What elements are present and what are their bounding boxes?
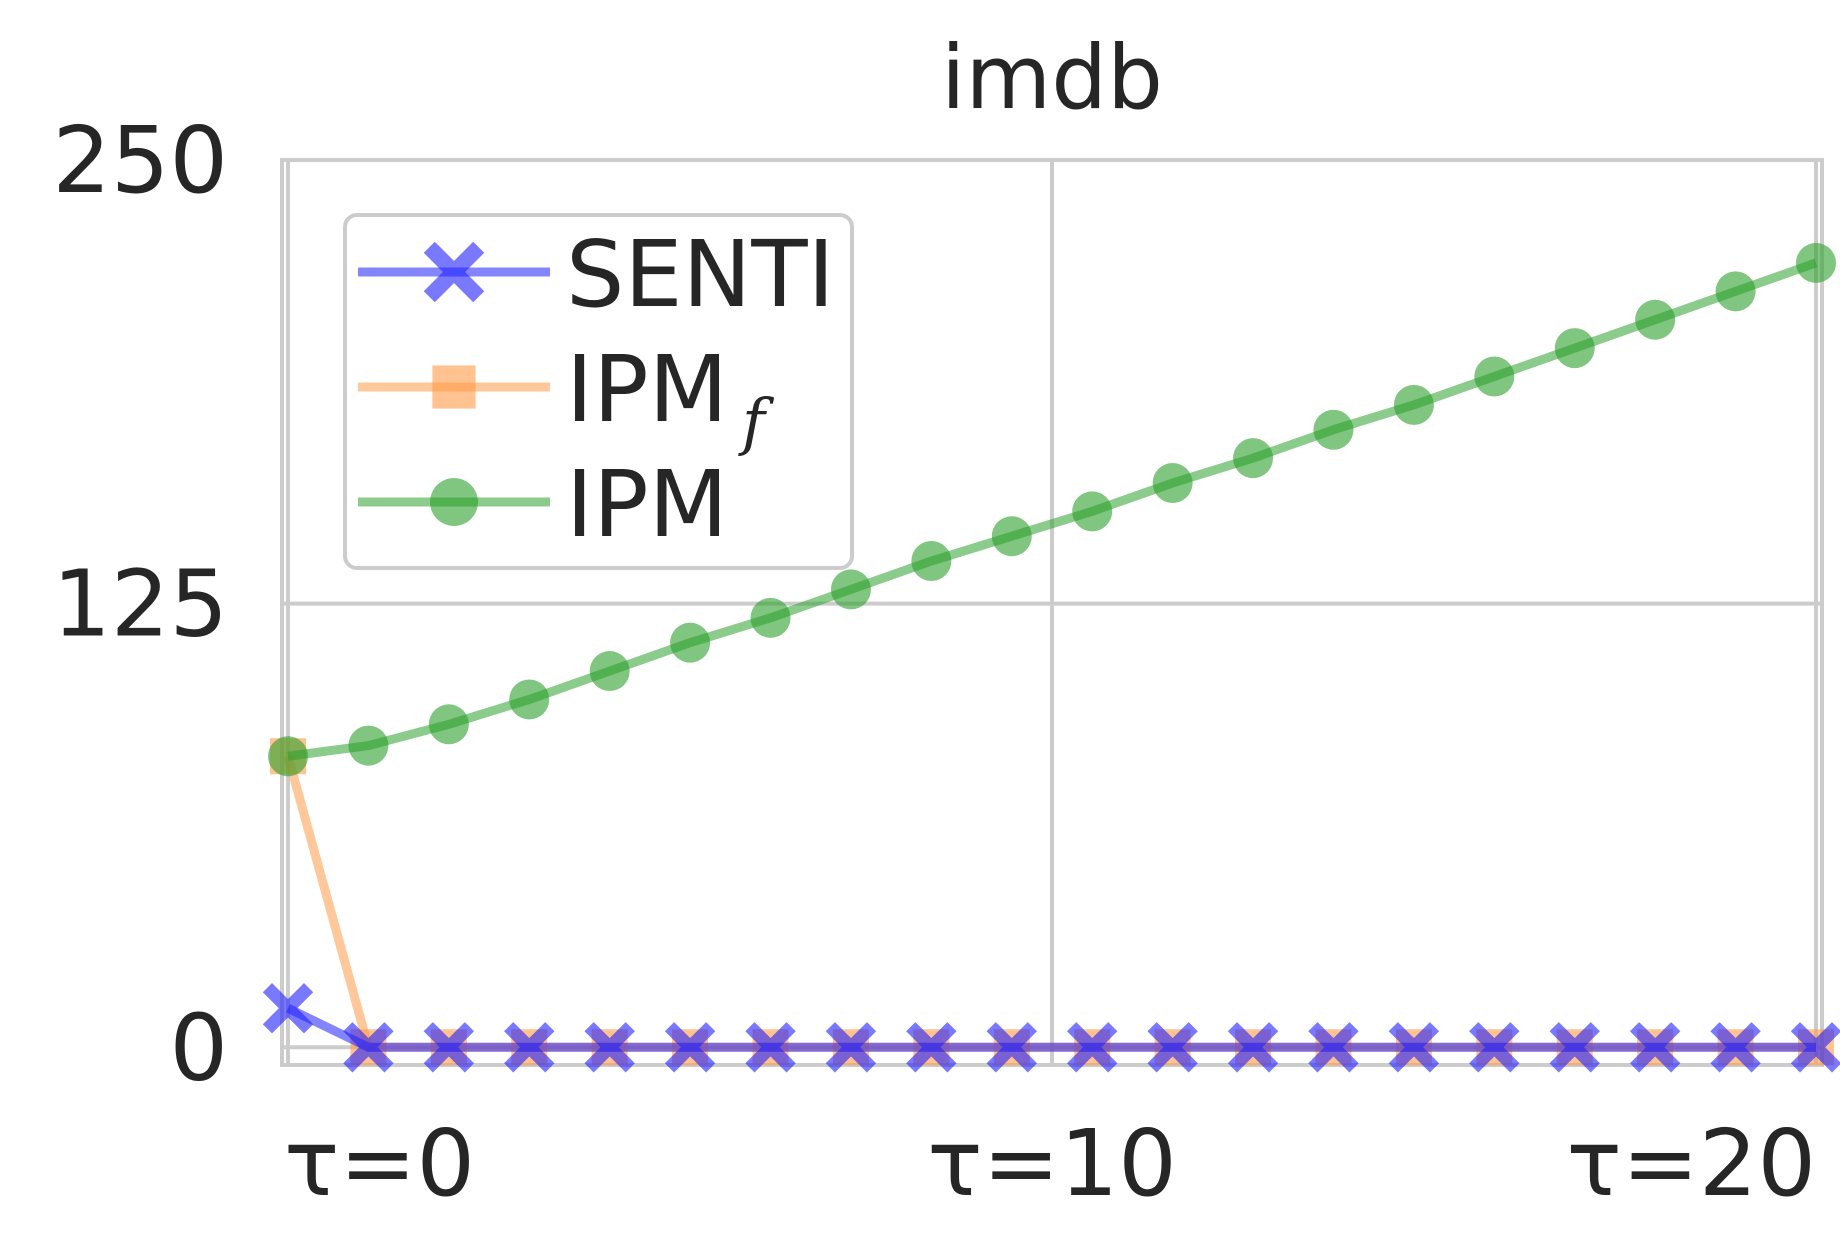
series-2-point-3 bbox=[509, 679, 550, 720]
legend-label-0: SENTI bbox=[566, 221, 835, 328]
series-2-point-7 bbox=[830, 569, 871, 610]
series-2-point-6 bbox=[750, 597, 791, 638]
series-2-point-16 bbox=[1554, 328, 1595, 369]
legend-label-2: IPM bbox=[566, 451, 728, 558]
series-2-point-18 bbox=[1715, 271, 1756, 312]
tick-labels: 0 125 250 τ=0 τ=10 τ=20 bbox=[52, 107, 1816, 1217]
series-2-point-13 bbox=[1313, 409, 1354, 450]
series-2 bbox=[268, 242, 1836, 777]
series-2-point-15 bbox=[1474, 356, 1515, 397]
series-0-point-10 bbox=[1067, 1022, 1118, 1073]
x-tick-label-0: τ=0 bbox=[284, 1110, 475, 1217]
chart-title: imdb bbox=[941, 26, 1163, 129]
series-2-point-14 bbox=[1393, 384, 1434, 425]
series-line-0 bbox=[286, 1004, 1816, 1052]
series-2-point-10 bbox=[1072, 491, 1113, 532]
series-0-point-1 bbox=[343, 1022, 394, 1073]
series-2-point-11 bbox=[1152, 462, 1193, 503]
series-2-point-9 bbox=[991, 516, 1032, 557]
series-0-point-12 bbox=[1227, 1022, 1279, 1073]
series-2-point-17 bbox=[1635, 299, 1676, 340]
legend-marker-1 bbox=[432, 365, 476, 409]
series-0-point-0 bbox=[262, 983, 314, 1034]
series-0-point-16 bbox=[1549, 1022, 1600, 1073]
series-0-point-7 bbox=[825, 1022, 877, 1073]
series-0-point-9 bbox=[986, 1022, 1037, 1073]
series-0-point-19 bbox=[1790, 1022, 1840, 1073]
series-0-point-15 bbox=[1469, 1022, 1520, 1073]
series-2-point-5 bbox=[670, 622, 711, 663]
series-2-point-19 bbox=[1796, 242, 1836, 283]
series-0-point-5 bbox=[664, 1022, 716, 1073]
series-2-point-4 bbox=[589, 651, 630, 692]
y-tick-label-0: 0 bbox=[169, 994, 228, 1101]
y-tick-label-2: 250 bbox=[52, 107, 228, 214]
x-tick-label-2: τ=20 bbox=[1566, 1110, 1816, 1217]
series-0-point-11 bbox=[1147, 1022, 1198, 1073]
series-2-point-2 bbox=[428, 704, 469, 745]
series-0 bbox=[262, 983, 1840, 1073]
series-0-point-2 bbox=[423, 1022, 475, 1073]
series-0-point-14 bbox=[1388, 1022, 1440, 1073]
legend-marker-2 bbox=[430, 478, 478, 526]
series-2-point-12 bbox=[1233, 438, 1274, 479]
series-0-point-6 bbox=[745, 1022, 796, 1073]
legend-frame bbox=[343, 213, 854, 570]
series-layer bbox=[262, 242, 1840, 1073]
series-2-point-0 bbox=[268, 736, 308, 777]
x-tick-label-1: τ=10 bbox=[927, 1110, 1177, 1217]
series-0-point-4 bbox=[584, 1022, 635, 1073]
series-0-point-18 bbox=[1710, 1022, 1761, 1073]
series-0-point-3 bbox=[504, 1022, 555, 1073]
series-0-point-13 bbox=[1308, 1022, 1359, 1073]
legend-marker-0 bbox=[423, 241, 485, 303]
series-2-point-1 bbox=[348, 725, 389, 766]
y-tick-label-1: 125 bbox=[52, 551, 228, 658]
series-0-point-17 bbox=[1629, 1022, 1681, 1073]
series-0-point-8 bbox=[906, 1022, 957, 1073]
series-2-point-8 bbox=[911, 541, 952, 582]
